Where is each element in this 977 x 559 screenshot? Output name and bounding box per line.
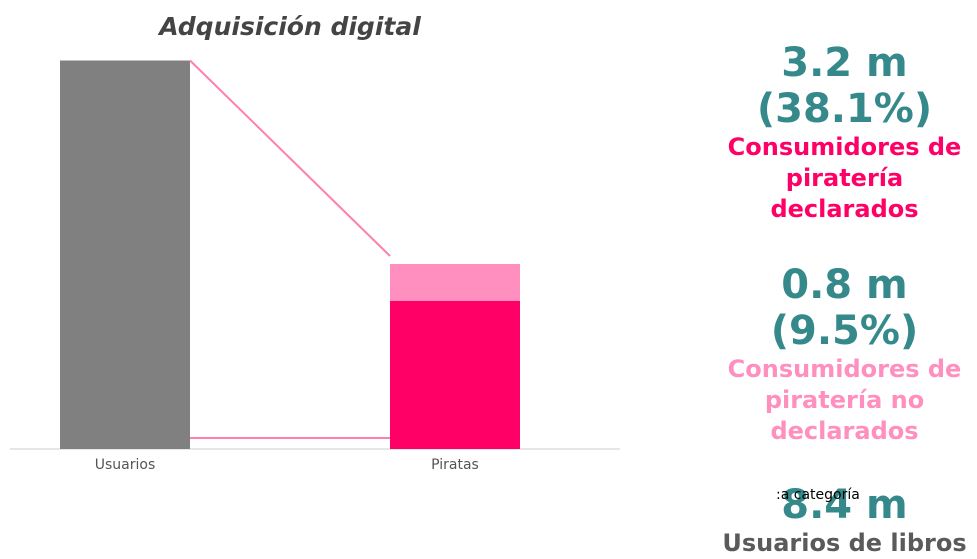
connector xyxy=(189,59,391,257)
value-label: 0.8 m xyxy=(781,262,908,308)
series-name: Usuarios de libros xyxy=(722,529,967,557)
chart: Adquisición digital Usuarios Piratas xyxy=(10,12,620,473)
x-tick-label: Usuarios xyxy=(95,457,156,473)
bar xyxy=(390,301,520,449)
summary-block: 3.2 m (38.1%) Consumidores de piratería de… xyxy=(712,40,977,225)
summary-block: 8.4 m Usuarios de libros xyxy=(712,482,977,559)
chart-title: Adquisición digital xyxy=(157,12,421,41)
x-tick-label: Piratas xyxy=(431,457,479,473)
bar xyxy=(60,60,190,449)
summary-block: 0.8 m (9.5%) Consumidores de piratería no … xyxy=(712,262,977,447)
series-name: Consumidores de piratería no declarados xyxy=(727,355,962,445)
annotation: :a categoría xyxy=(776,487,860,503)
bar xyxy=(390,264,520,301)
value-label: 8.4 m xyxy=(781,482,908,528)
share-label: (38.1%) xyxy=(756,86,933,132)
share-label: (9.5%) xyxy=(770,308,919,354)
series-name: Consumidores de piratería declarados xyxy=(727,133,962,223)
value-label: 3.2 m xyxy=(781,40,908,86)
